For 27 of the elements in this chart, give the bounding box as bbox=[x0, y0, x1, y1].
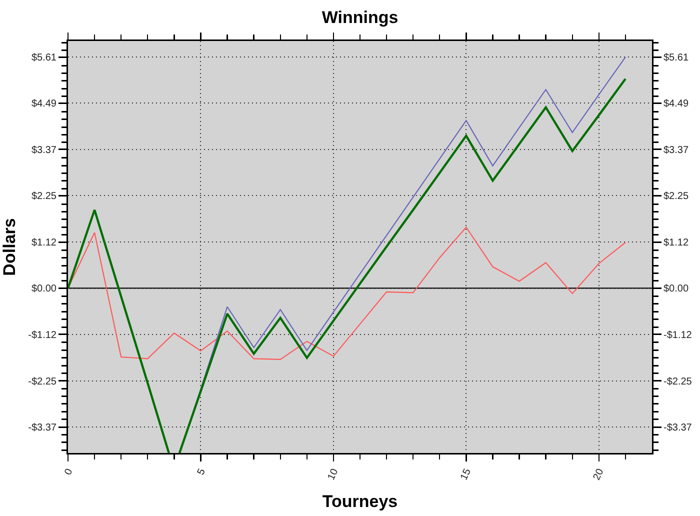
y-tick-label: $2.25 bbox=[31, 191, 57, 202]
y2-tick-label: $3.37 bbox=[664, 144, 689, 156]
y2-tick-label: $4.49 bbox=[664, 98, 689, 110]
y2-tick-label: $0.00 bbox=[664, 284, 689, 295]
x-tick-label: 10 bbox=[326, 466, 341, 482]
x-tick-label: 20 bbox=[591, 466, 606, 482]
chart-title: Winnings bbox=[322, 8, 398, 27]
y2-tick-label: $5.61 bbox=[664, 52, 689, 64]
y2-tick-label: $2.25 bbox=[664, 191, 689, 202]
y-tick-label: -$3.37 bbox=[28, 422, 57, 434]
y-tick-label: $5.61 bbox=[31, 52, 57, 64]
x-tick-label: 5 bbox=[196, 466, 208, 477]
y-tick-label: $4.49 bbox=[31, 98, 57, 110]
x-tick-label: 15 bbox=[458, 466, 474, 482]
y-tick-label: -$2.25 bbox=[28, 376, 57, 388]
y-tick-label: -$1.12 bbox=[28, 330, 57, 341]
y-tick-label: $1.12 bbox=[31, 238, 57, 249]
y-tick-label: $0.00 bbox=[31, 284, 57, 295]
line-series bbox=[68, 226, 626, 360]
y-tick-label: $3.37 bbox=[31, 144, 57, 156]
y2-tick-label: -$2.25 bbox=[664, 376, 692, 388]
x-tick-label: 0 bbox=[62, 466, 76, 477]
y2-tick-label: -$1.12 bbox=[664, 330, 692, 341]
x-axis-title: Tourneys bbox=[322, 492, 398, 512]
y2-tick-label: $1.12 bbox=[664, 238, 689, 249]
y-axis-title: Dollars bbox=[0, 218, 19, 276]
y2-tick-label: -$3.37 bbox=[664, 422, 692, 434]
